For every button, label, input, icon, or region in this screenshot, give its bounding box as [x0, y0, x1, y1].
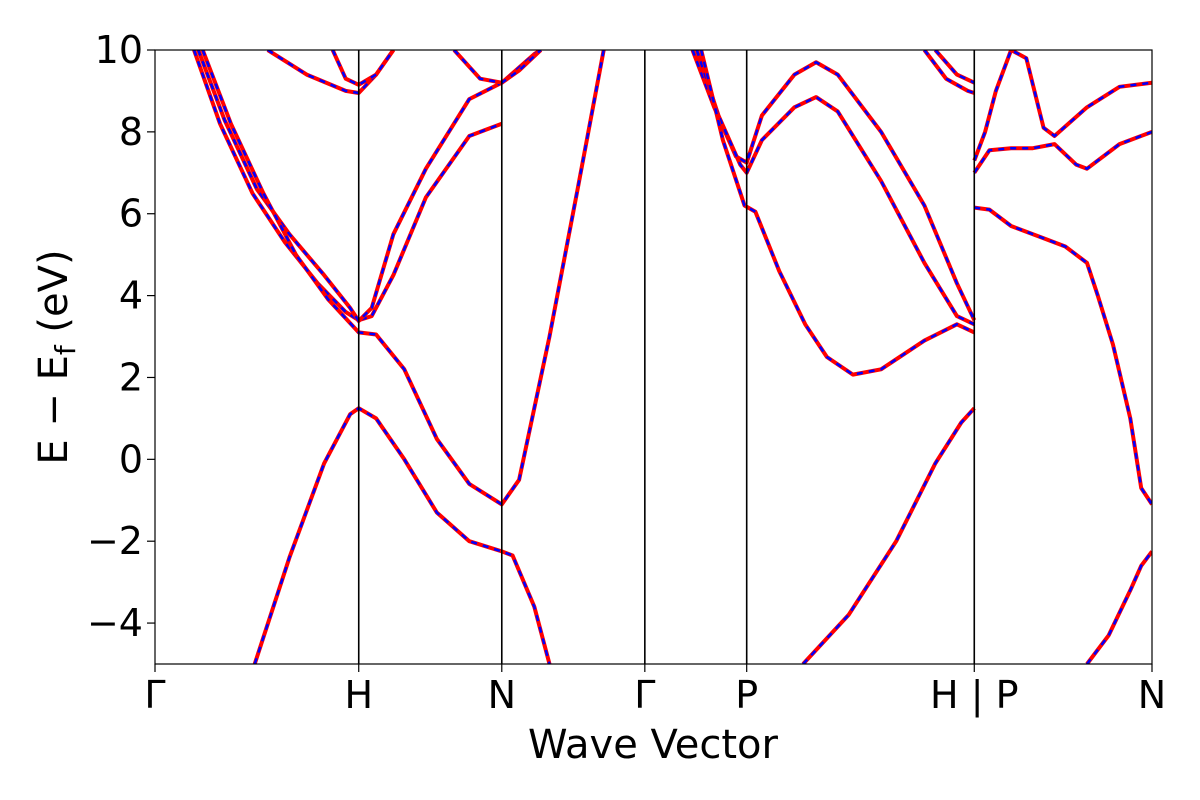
band-line-15: [972, 130, 1152, 174]
y-tick-label-6: 6: [119, 192, 143, 236]
plot-frame: [154, 49, 1153, 665]
x-tick-label-3: N: [488, 673, 516, 717]
band-line-dashed-14: [973, 50, 1152, 161]
band-line-dashed-9: [695, 50, 975, 326]
y-tick-label-3: 0: [119, 437, 143, 481]
y-axis: −4 −2 0 2 4 6 8 10: [87, 28, 155, 645]
band-line-dashed-8: [691, 50, 976, 321]
band-line-3: [200, 50, 606, 507]
band-line-dashed-15: [973, 130, 1152, 174]
y-tick-label-7: 8: [119, 110, 143, 154]
x-tick-label-4: Γ: [634, 673, 655, 717]
x-tick-label-6: H | P: [930, 673, 1018, 718]
band-line-dashed-11: [802, 407, 976, 664]
band-line-10: [699, 50, 976, 377]
band-line-17: [1085, 550, 1152, 664]
band-line-12: [922, 50, 975, 95]
x-tick-label-7: N: [1138, 673, 1166, 717]
band-lines: [192, 50, 1152, 664]
band-line-dashed-6: [331, 50, 395, 87]
band-line-6: [330, 50, 396, 87]
band-line-11: [801, 406, 976, 664]
y-tick-label-4: 2: [119, 355, 143, 399]
band-line-13: [933, 50, 976, 85]
x-tick-label-5: P: [735, 673, 758, 717]
y-tick-label-8: 10: [95, 28, 143, 72]
band-line-dashed-2: [197, 50, 542, 323]
kpoint-separators: [357, 50, 976, 664]
y-tick-label-2: −2: [87, 519, 143, 563]
band-line-dashed-16: [974, 206, 1152, 506]
x-tick-label-2: H: [344, 673, 373, 717]
y-tick-label-1: −4: [87, 601, 143, 645]
band-line-dashed-12: [923, 50, 975, 95]
y-axis-title-subscript: f: [49, 344, 82, 355]
band-line-8: [690, 50, 977, 322]
band-line-7: [452, 50, 543, 85]
x-axis-title: Wave Vector: [528, 722, 779, 768]
band-line-4: [252, 406, 552, 664]
x-tick-label-1: Γ: [144, 673, 165, 717]
band-line-dashed-4: [253, 406, 551, 664]
band-line-16: [974, 205, 1152, 506]
band-line-dashed-17: [1086, 550, 1152, 664]
x-axis: Γ H N Γ P H | P N: [144, 664, 1166, 718]
y-axis-title: E − Ef (eV): [31, 249, 82, 464]
band-line-dashed-3: [201, 50, 605, 507]
y-tick-label-5: 4: [119, 274, 143, 318]
band-line-dashed-5: [267, 50, 395, 95]
band-line-dashed-10: [699, 50, 975, 376]
y-axis-title-main: E − E: [31, 355, 77, 465]
band-line-dashed-1: [192, 50, 503, 322]
band-line-5: [266, 50, 396, 95]
y-axis-title-unit: (eV): [31, 249, 77, 345]
